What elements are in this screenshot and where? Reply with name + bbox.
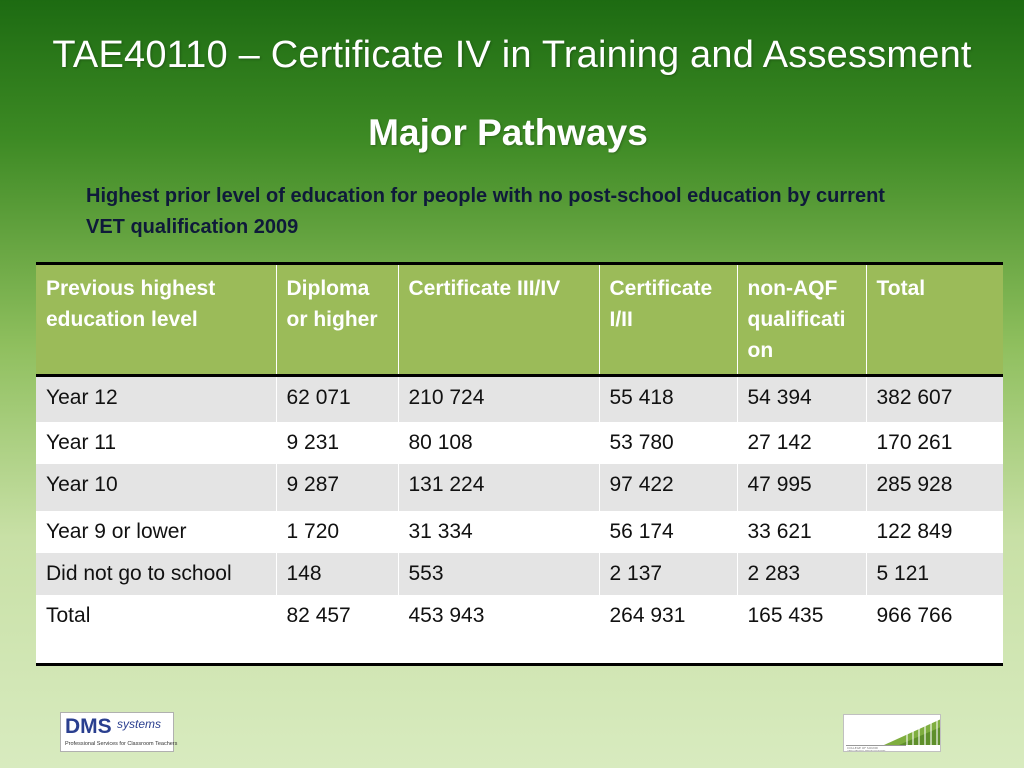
table-cell: Year 11: [36, 421, 277, 464]
table-cell: 97 422: [599, 463, 738, 511]
table-cell: 80 108: [398, 421, 600, 464]
table-cell: 27 142: [737, 421, 867, 464]
table-row: Year 11 9 231 80 108 53 780 27 142 170 2…: [36, 421, 1003, 464]
table-cell: 165 435: [737, 594, 867, 665]
dms-systems-logo: DMS systems Professional Services for Cl…: [60, 712, 178, 752]
table-cell: 122 849: [866, 510, 1003, 553]
dms-logo-suffix: systems: [117, 717, 162, 731]
header-row: Previous highest education level Diploma…: [36, 263, 1003, 377]
header-cell-non-aqf: non-AQF qualification: [737, 263, 867, 377]
table-cell: 382 607: [866, 375, 1003, 422]
table-cell: 2 283: [737, 552, 867, 595]
table-cell: 54 394: [737, 375, 867, 422]
table-cell: 553: [398, 552, 600, 595]
table-cell: 56 174: [599, 510, 738, 553]
table-cell: 82 457: [276, 594, 399, 665]
header-cell-certificate-i-ii: Certificate I/II: [599, 263, 738, 377]
header-cell-total: Total: [866, 263, 1003, 377]
table-cell: 148: [276, 552, 399, 595]
header-cell-education-level: Previous highest education level: [36, 263, 277, 377]
table-cell: 210 724: [398, 375, 600, 422]
table-cell: 170 261: [866, 421, 1003, 464]
svg-text:COLLEGE OF SOUND: COLLEGE OF SOUND: [847, 746, 879, 750]
svg-text:AND MUSIC PRODUCTION: AND MUSIC PRODUCTION: [847, 749, 885, 752]
header-cell-diploma: Diploma or higher: [276, 263, 399, 377]
table-cell: 9 231: [276, 421, 399, 464]
table-cell: 53 780: [599, 421, 738, 464]
table-cell: 453 943: [398, 594, 600, 665]
table-row: Year 10 9 287 131 224 97 422 47 995 285 …: [36, 463, 1003, 511]
table-cell: 5 121: [866, 552, 1003, 595]
table-cell: 55 418: [599, 375, 738, 422]
table-cell: 285 928: [866, 463, 1003, 511]
table-caption: Highest prior level of education for peo…: [86, 185, 885, 238]
slide-title: TAE40110 – Certificate IV in Training an…: [52, 34, 972, 76]
college-logo-graphic: COLLEGE OF SOUND AND MUSIC PRODUCTION: [846, 719, 940, 752]
table-cell: Year 12: [36, 375, 277, 422]
table-cell: 62 071: [276, 375, 399, 422]
table-cell: Year 9 or lower: [36, 510, 277, 553]
table-row: Year 9 or lower 1 720 31 334 56 174 33 6…: [36, 510, 1003, 553]
table-cell: 33 621: [737, 510, 867, 553]
table-cell: 47 995: [737, 463, 867, 511]
table-cell: 264 931: [599, 594, 738, 665]
table-row: Year 12 62 071 210 724 55 418 54 394 382…: [36, 375, 1003, 422]
dms-logo-tagline: Professional Services for Classroom Teac…: [65, 741, 178, 747]
qualification-table: Previous highest education level Diploma…: [36, 262, 1003, 666]
table-cell: 9 287: [276, 463, 399, 511]
table-cell: Year 10: [36, 463, 277, 511]
table-cell: 31 334: [398, 510, 600, 553]
table-cell: 2 137: [599, 552, 738, 595]
table-row: Total 82 457 453 943 264 931 165 435 966…: [36, 594, 1003, 665]
header-cell-certificate-iii-iv: Certificate III/IV: [398, 263, 600, 377]
dms-logo-name: DMS: [65, 715, 112, 738]
table-cell: Total: [36, 594, 277, 665]
slide-subtitle: Major Pathways: [368, 112, 648, 153]
table-cell: 131 224: [398, 463, 600, 511]
table-cell: Did not go to school: [36, 552, 277, 595]
table-cell: 966 766: [866, 594, 1003, 665]
college-logo: COLLEGE OF SOUND AND MUSIC PRODUCTION: [843, 714, 941, 752]
table-cell: 1 720: [276, 510, 399, 553]
table-row: Did not go to school 148 553 2 137 2 283…: [36, 552, 1003, 595]
